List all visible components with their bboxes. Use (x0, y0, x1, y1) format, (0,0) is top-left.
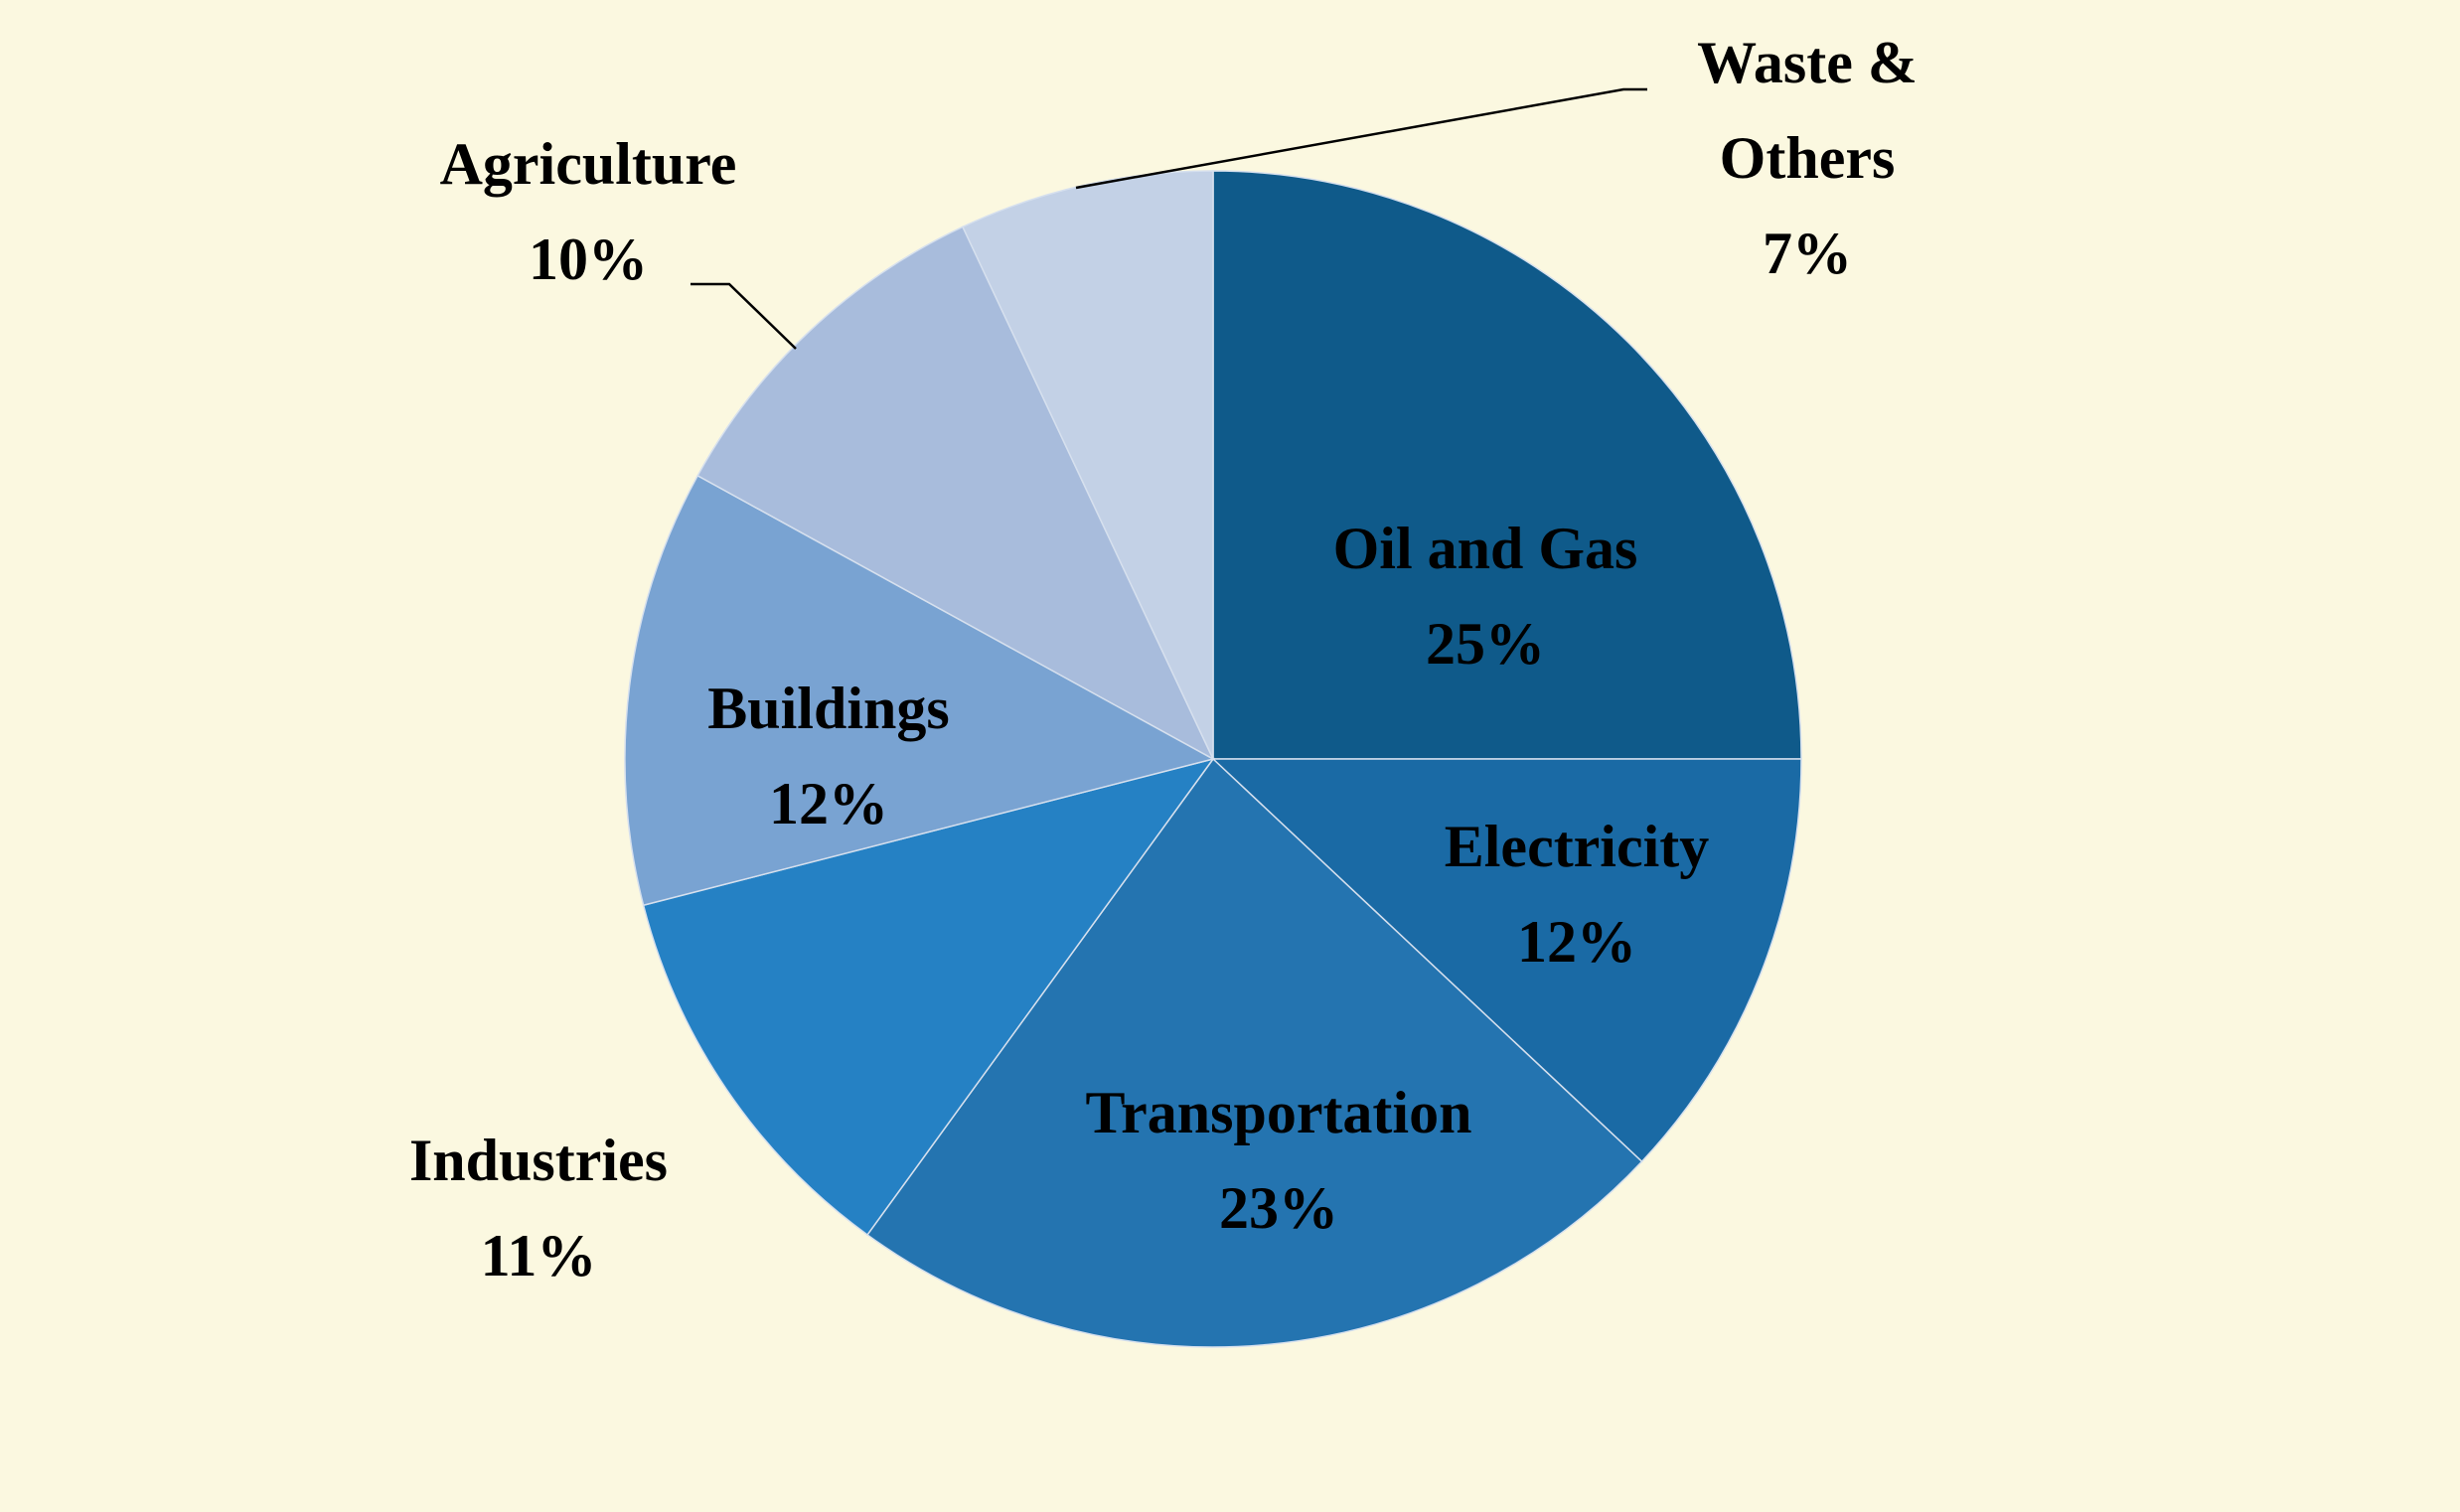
pie-slice (642, 757, 1215, 1236)
value-label: 12% (769, 771, 888, 836)
category-label: Oil and Gas (1332, 516, 1638, 581)
slice-label: Electricity 12% (1445, 799, 1710, 989)
category-label: Transportation (1085, 1080, 1472, 1145)
value-label: 7% (1763, 221, 1852, 286)
slice-label: Agriculture 10% (440, 116, 737, 307)
category-label: Waste & Others (1697, 30, 1918, 191)
category-label: Agriculture (439, 131, 737, 197)
value-label: 10% (528, 227, 648, 292)
pie-slice (865, 757, 1643, 1348)
category-label: Buildings (707, 676, 950, 741)
category-label: Industries (408, 1128, 669, 1193)
pie-slice (624, 474, 1216, 907)
slice-label: Transportation 23% (1086, 1065, 1472, 1256)
pie-slice (696, 226, 1215, 761)
value-label: 23% (1218, 1175, 1338, 1241)
value-label: 11% (480, 1223, 597, 1288)
pie-slice (1212, 170, 1802, 760)
slice-label: Waste & Others 7% (1638, 15, 1976, 301)
value-label: 25% (1426, 611, 1545, 677)
slice-label: Buildings 12% (707, 661, 950, 851)
pie-slice (1211, 758, 1802, 1163)
leader-line (1075, 87, 1647, 190)
category-label: Electricity (1444, 814, 1710, 879)
slice-label: Oil and Gas 25% (1333, 501, 1638, 691)
value-label: 12% (1516, 909, 1636, 975)
leader-line (691, 282, 797, 350)
slice-label: Industries 11% (409, 1113, 668, 1303)
